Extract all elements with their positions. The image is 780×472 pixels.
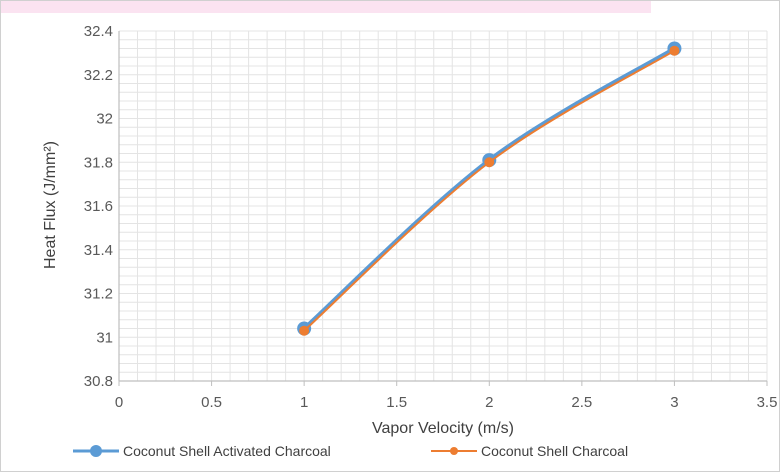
y-tick-label: 31 (96, 329, 113, 346)
legend-swatch-series-1 (73, 445, 119, 457)
series-lines (297, 41, 682, 336)
tick-labels: 0 0.5 1 1.5 2 2.5 3 3.5 30.8 31 31.2 31.4 31.6 31.8 32… (84, 23, 778, 411)
x-tick-label: 3.5 (757, 394, 778, 411)
legend-item-series-2: Coconut Shell Charcoal (431, 443, 628, 459)
caption-strip (1, 1, 651, 13)
y-tick-label: 32 (96, 111, 113, 128)
legend: Coconut Shell Activated Charcoal Coconut… (1, 443, 780, 469)
y-tick-label: 31.4 (84, 242, 113, 259)
legend-label-series-1: Coconut Shell Activated Charcoal (123, 443, 331, 459)
x-tick-label: 1.5 (386, 394, 407, 411)
y-axis-title: Heat Flux (J/mm²) (42, 141, 59, 269)
y-tick-label: 32.4 (84, 23, 113, 40)
legend-item-series-1: Coconut Shell Activated Charcoal (73, 443, 331, 459)
legend-label-series-2: Coconut Shell Charcoal (481, 443, 629, 459)
x-tick-label: 0.5 (201, 394, 222, 411)
y-tick-label: 32.2 (84, 67, 113, 84)
x-tick-label: 2.5 (571, 394, 592, 411)
x-tick-label: 0 (115, 394, 123, 411)
x-tick-label: 2 (485, 394, 493, 411)
y-tick-label: 31.8 (84, 154, 113, 171)
axes (118, 31, 768, 386)
series-2-point (484, 157, 495, 168)
series-2-point (299, 325, 310, 336)
legend-swatch-series-2 (431, 447, 477, 455)
y-tick-label: 31.2 (84, 286, 113, 303)
gridlines (118, 30, 768, 382)
x-axis-title: Vapor Velocity (m/s) (372, 420, 514, 437)
x-tick-label: 3 (670, 394, 678, 411)
series-2-point (669, 45, 680, 56)
y-tick-label: 31.6 (84, 198, 113, 215)
line-chart: 0 0.5 1 1.5 2 2.5 3 3.5 30.8 31 31.2 31.4 31.6 31.8 32… (42, 23, 778, 437)
y-tick-label: 30.8 (84, 373, 113, 390)
x-tick-label: 1 (300, 394, 308, 411)
